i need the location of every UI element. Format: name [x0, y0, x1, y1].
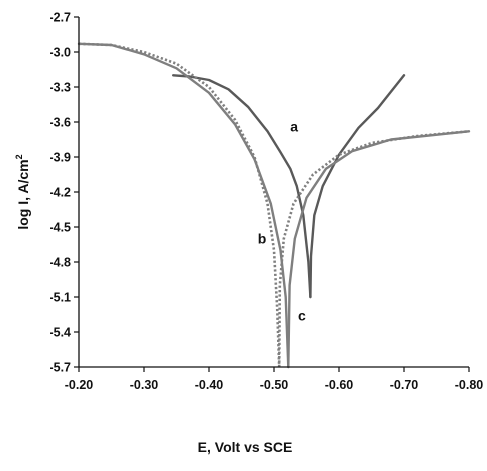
series-c-line: [287, 130, 471, 369]
y-tick-label: -3.3: [49, 81, 71, 95]
x-tick-label: -0.70: [390, 378, 419, 392]
axis-ticks: -2.7 -3.0 -3.3 -3.6 -3.9 -4.2 -4.5 -4.8 -5.1 -5.4…: [49, 11, 483, 393]
y-tick-label: -4.8: [49, 256, 71, 270]
y-axis-title-superscript: 2: [14, 154, 24, 159]
x-tick-label: -0.50: [260, 378, 289, 392]
x-tick-label: -0.40: [195, 378, 224, 392]
y-axis-title-main: log I, A/cm: [15, 159, 31, 229]
axes: [78, 17, 469, 368]
series-a-line: [309, 74, 406, 299]
series-b-line: [277, 130, 470, 368]
y-tick-label: -3.9: [49, 151, 71, 165]
y-tick-label: -4.5: [49, 221, 71, 235]
y-tick-label: -2.7: [49, 11, 71, 25]
y-tick-label: -5.1: [49, 291, 71, 305]
y-tick-label: -5.7: [49, 361, 71, 375]
y-tick-label: -4.2: [49, 186, 71, 200]
y-tick-label: -3.0: [49, 46, 71, 60]
x-tick-label: -0.30: [130, 378, 159, 392]
curve-labels: a b c: [258, 118, 306, 323]
y-tick-label: -3.6: [49, 116, 71, 130]
series-b-label: b: [258, 230, 267, 246]
x-tick-label: -0.20: [65, 378, 94, 392]
y-axis-title: log I, A/cm2: [14, 154, 31, 229]
x-tick-label: -0.80: [455, 378, 484, 392]
series-a-line: [171, 74, 312, 299]
series-b-line: [78, 42, 281, 368]
x-tick-label: -0.60: [325, 378, 354, 392]
series-a-label: a: [290, 118, 298, 134]
x-axis-title: E, Volt vs SCE: [198, 439, 293, 455]
plot-curves: [77, 42, 471, 369]
series-c-line: [77, 42, 290, 369]
series-c-label: c: [298, 307, 306, 323]
y-tick-label: -5.4: [49, 326, 71, 340]
